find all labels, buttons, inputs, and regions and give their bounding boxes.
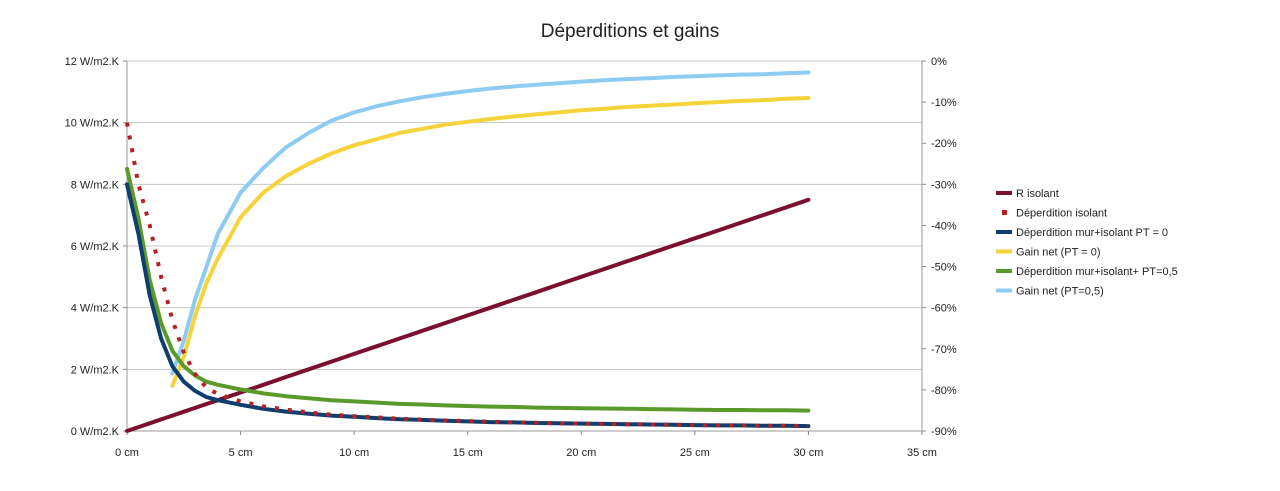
series-layer xyxy=(125,70,811,433)
legend-label: Déperdition isolant xyxy=(1016,208,1107,220)
series-line-4 xyxy=(125,166,811,413)
x-tick-label: 5 cm xyxy=(229,447,253,459)
y2-tick-label: -70% xyxy=(931,344,957,356)
y2-tick-label: -40% xyxy=(931,220,957,232)
y2-tick-label: -90% xyxy=(931,426,957,438)
series-line-0 xyxy=(125,197,811,433)
series-line-5 xyxy=(170,70,811,376)
x-tick-label: 10 cm xyxy=(339,447,369,459)
series-line-3 xyxy=(170,96,811,388)
y2-tick-label: -80% xyxy=(931,385,957,397)
grid-lines xyxy=(127,60,922,432)
y-tick-label: 10 W/m2.K xyxy=(65,118,120,130)
legend-label: Gain net (PT = 0) xyxy=(1016,247,1100,259)
legend-swatch xyxy=(1002,210,1007,215)
y2-tick-label: -30% xyxy=(931,179,957,191)
x-tick-label: 15 cm xyxy=(453,447,483,459)
x-tick-label: 20 cm xyxy=(566,447,596,459)
series-line-1 xyxy=(125,122,809,429)
y2-tick-label: -20% xyxy=(931,138,957,150)
legend-label: Déperdition mur+isolant+ PT=0,5 xyxy=(1016,266,1178,278)
legend-label: Gain net (PT=0,5) xyxy=(1016,286,1104,298)
y2-tick-label: 0% xyxy=(931,56,947,68)
y-tick-label: 0 W/m2.K xyxy=(71,426,120,438)
y2-tick-label: -10% xyxy=(931,97,957,109)
x-tick-label: 30 cm xyxy=(793,447,823,459)
x-tick-label: 0 cm xyxy=(115,447,139,459)
legend-label: Déperdition mur+isolant PT = 0 xyxy=(1016,227,1168,239)
y2-tick-label: -50% xyxy=(931,262,957,274)
x-tick-label: 35 cm xyxy=(907,447,937,459)
y-tick-label: 12 W/m2.K xyxy=(65,56,120,68)
y-tick-label: 2 W/m2.K xyxy=(71,364,120,376)
legend: R isolant Déperdition isolant Déperdition … xyxy=(996,188,1178,298)
y-tick-label: 8 W/m2.K xyxy=(71,179,120,191)
x-tick-label: 25 cm xyxy=(680,447,710,459)
axes: 0 W/m2.K 2 W/m2.K 4 W/m2.K 6 W/m2.K 8 W/m2.K… xyxy=(65,56,957,459)
y-tick-label: 6 W/m2.K xyxy=(71,241,120,253)
chart-title: Déperditions et gains xyxy=(541,21,720,42)
series-line-2 xyxy=(125,182,811,429)
legend-label: R isolant xyxy=(1016,188,1059,200)
y2-tick-label: -60% xyxy=(931,303,957,315)
y-tick-label: 4 W/m2.K xyxy=(71,303,120,315)
